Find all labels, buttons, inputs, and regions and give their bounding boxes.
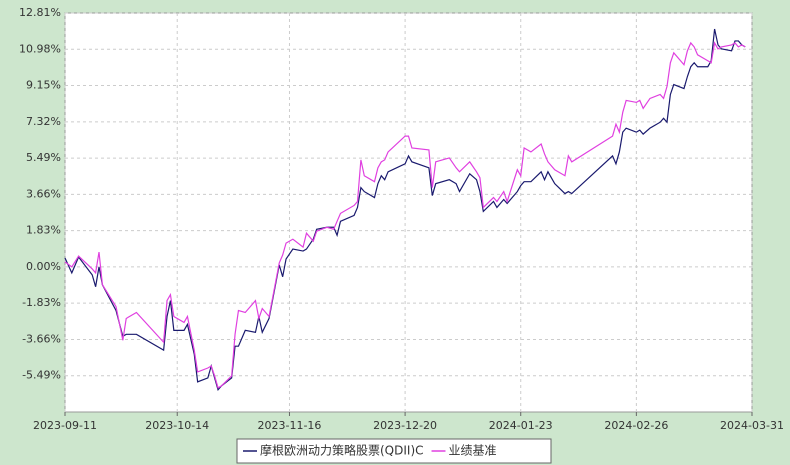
- x-tick-label: 2023-09-11: [33, 419, 97, 432]
- x-tick-label: 2024-02-26: [604, 419, 668, 432]
- y-tick-label: -1.83%: [22, 296, 61, 309]
- x-tick-label: 2023-12-20: [373, 419, 437, 432]
- x-tick-label: 2023-11-16: [257, 419, 321, 432]
- legend-label: 摩根欧洲动力策略股票(QDII)C: [260, 443, 424, 458]
- x-tick-label: 2023-10-14: [145, 419, 209, 432]
- y-tick-label: 5.49%: [26, 151, 61, 164]
- y-tick-label: 0.00%: [26, 260, 61, 273]
- data-line: [64, 41, 746, 389]
- y-tick-label: 3.66%: [26, 187, 61, 200]
- y-tick-label: 12.81%: [19, 6, 61, 19]
- y-tick-label: 1.83%: [26, 224, 61, 237]
- y-tick-label: 10.98%: [19, 42, 61, 55]
- y-tick-label: 7.32%: [26, 115, 61, 128]
- x-tick-label: 2024-01-23: [489, 419, 553, 432]
- y-tick-label: -5.49%: [22, 369, 61, 382]
- y-tick-label: -3.66%: [22, 332, 61, 345]
- legend-label: 业绩基准: [449, 444, 497, 458]
- data-line: [64, 28, 746, 392]
- legend-box: [236, 438, 552, 464]
- x-tick-label: 2024-03-31: [720, 419, 784, 432]
- y-tick-label: 9.15%: [26, 79, 61, 92]
- plot-area: [64, 12, 753, 413]
